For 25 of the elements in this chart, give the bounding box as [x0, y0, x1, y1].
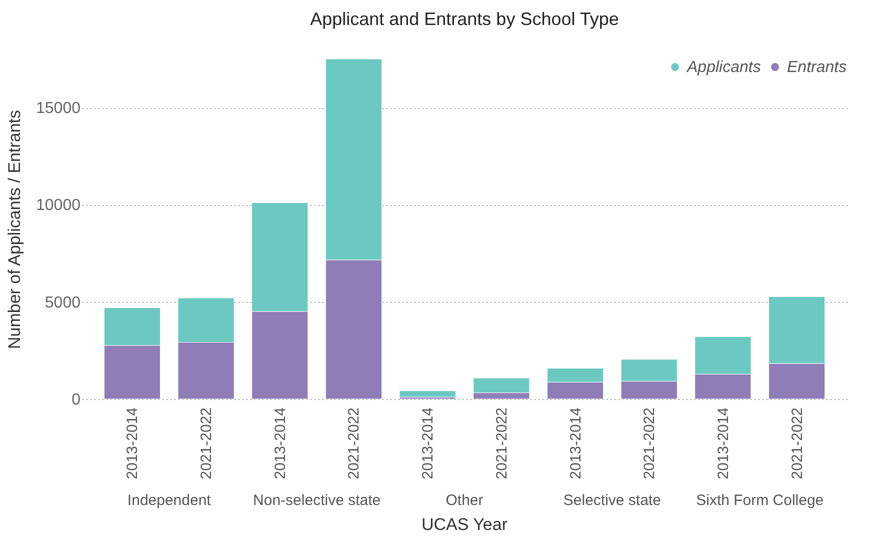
- x-tick-label: 2021-2022: [198, 408, 216, 480]
- y-tick-label: 15000: [36, 100, 81, 118]
- y-axis-title: Number of Applicants / Entrants: [5, 110, 24, 350]
- chart-title: Applicant and Entrants by School Type: [310, 8, 619, 29]
- x-tick-label: 2013-2014: [272, 408, 289, 480]
- x-tick-label: 2021-2022: [346, 408, 363, 480]
- x-axis-title: UCAS Year: [422, 515, 508, 534]
- y-tick-label: 10000: [36, 197, 81, 214]
- text: Other: [446, 492, 484, 509]
- x-tick-label: 2013-2014: [714, 408, 732, 480]
- text: Selective state: [563, 492, 661, 509]
- text: Sixth Form College: [696, 492, 824, 509]
- legend-label: Applicants: [686, 59, 761, 76]
- legend-label: Entrants: [787, 59, 847, 76]
- x-tick-label: 2013-2014: [124, 408, 142, 480]
- x-tick-label: 2021-2022: [788, 408, 806, 480]
- text: Non-selective state: [253, 492, 381, 509]
- bar: [399, 390, 456, 398]
- x-tick-label: 2021-2022: [493, 408, 510, 480]
- y-tick-label: 5000: [44, 294, 81, 312]
- x-tick-label: 2013-2014: [420, 408, 437, 480]
- x-tick-label: 2021-2022: [641, 408, 658, 480]
- y-tick-label: 0: [72, 392, 81, 408]
- x-tick-label: 2013-2014: [567, 408, 584, 480]
- text: Independent: [127, 492, 212, 509]
